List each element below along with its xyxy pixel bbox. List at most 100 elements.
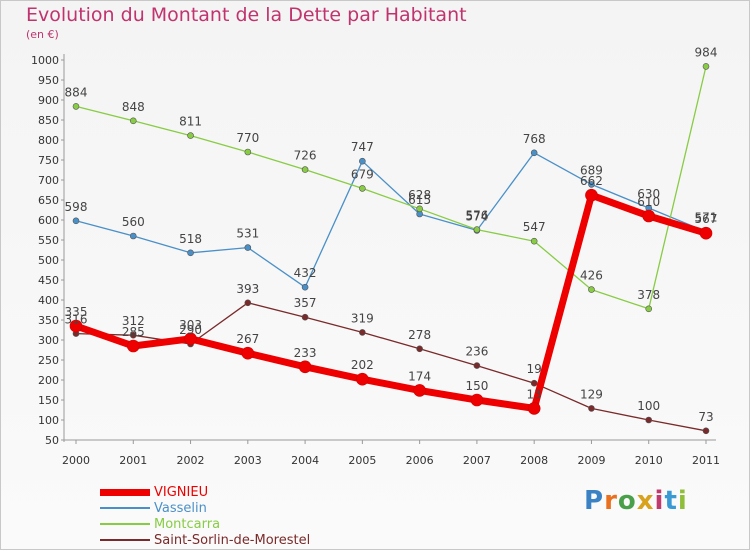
data-point xyxy=(530,379,538,387)
data-label: 357 xyxy=(294,296,317,310)
data-label: 129 xyxy=(580,387,603,401)
data-label: 747 xyxy=(351,140,374,154)
data-point xyxy=(184,332,197,346)
data-point xyxy=(359,157,366,165)
x-tick-label: 2010 xyxy=(635,454,663,467)
data-label: 689 xyxy=(580,163,603,177)
legend-item: Vasselin xyxy=(100,500,310,516)
data-point xyxy=(241,346,255,360)
legend-item: VIGNIEU xyxy=(100,484,310,500)
series-line-Saint-Sorlin-de-Morestel xyxy=(75,302,707,432)
data-point xyxy=(588,286,595,293)
data-point xyxy=(642,209,656,223)
data-label: 426 xyxy=(580,269,603,283)
brand-letter: i xyxy=(654,486,665,516)
x-tick-label: 2008 xyxy=(520,454,548,467)
series-line-Vasselin xyxy=(75,152,707,288)
data-point xyxy=(645,416,653,424)
data-label: 100 xyxy=(637,399,660,413)
brand-letter: P xyxy=(584,486,605,516)
data-label: 574 xyxy=(465,209,488,223)
data-label: 378 xyxy=(637,288,660,302)
data-point xyxy=(473,362,481,369)
data-label: 560 xyxy=(122,215,145,229)
legend-item: Montcarra xyxy=(100,516,310,532)
x-tick-label: 2000 xyxy=(62,454,90,467)
data-point xyxy=(187,249,194,257)
x-tick-label: 2009 xyxy=(577,454,605,467)
data-point xyxy=(527,402,541,415)
y-tick-label: 850 xyxy=(38,114,59,127)
data-point xyxy=(244,148,252,156)
brand-letter: i xyxy=(677,486,688,516)
series-line-Montcarra xyxy=(75,66,707,310)
data-point xyxy=(301,283,309,291)
data-label: 303 xyxy=(179,318,202,332)
brand-letter: x xyxy=(636,486,655,516)
data-label: 984 xyxy=(695,45,718,59)
data-label: 432 xyxy=(294,266,317,280)
data-label: 518 xyxy=(179,232,202,246)
data-point xyxy=(129,331,137,339)
data-point xyxy=(702,63,710,70)
data-label: 233 xyxy=(294,346,317,360)
series-line-VIGNIEU xyxy=(74,191,708,412)
data-label: 312 xyxy=(122,314,145,328)
data-label: 13 xyxy=(527,387,542,401)
data-point xyxy=(72,217,80,225)
y-tick-label: 1000 xyxy=(31,54,59,67)
x-tick-label: 2011 xyxy=(692,454,720,467)
y-tick-label: 800 xyxy=(38,134,59,147)
data-label: 547 xyxy=(523,220,546,234)
data-label: 811 xyxy=(179,115,202,129)
data-label: 319 xyxy=(351,311,374,325)
legend: VIGNIEU Vasselin Montcarra Saint-Sorlin-de-… xyxy=(100,484,310,548)
data-point xyxy=(585,188,598,202)
data-point xyxy=(129,117,137,125)
unit-label: (en €) xyxy=(26,28,59,41)
data-point xyxy=(588,181,595,188)
data-point xyxy=(126,339,140,353)
y-tick-label: 600 xyxy=(38,214,59,227)
data-label: 236 xyxy=(465,345,488,359)
data-point xyxy=(413,384,426,397)
y-tick-label: 100 xyxy=(38,414,59,427)
legend-label: Saint-Sorlin-de-Morestel xyxy=(154,532,311,548)
data-point xyxy=(416,345,423,353)
data-point xyxy=(416,205,423,213)
data-label: 726 xyxy=(294,149,317,163)
data-point xyxy=(244,244,252,251)
y-tick-label: 400 xyxy=(38,294,59,307)
legend-item: Saint-Sorlin-de-Morestel xyxy=(100,532,310,548)
data-label: 598 xyxy=(65,200,88,214)
data-label: 393 xyxy=(236,282,259,296)
x-tick-label: 2006 xyxy=(406,454,434,467)
data-label: 278 xyxy=(408,328,431,342)
data-label: 285 xyxy=(122,325,145,339)
x-tick-label: 2003 xyxy=(234,454,262,467)
data-label: 335 xyxy=(65,305,88,319)
data-label: 19 xyxy=(527,362,542,376)
y-tick-label: 350 xyxy=(38,314,59,327)
data-point xyxy=(530,237,538,245)
data-label: 73 xyxy=(698,410,713,424)
data-point xyxy=(298,360,312,374)
x-tick-label: 2002 xyxy=(177,454,205,467)
legend-label: VIGNIEU xyxy=(154,484,209,500)
y-tick-label: 500 xyxy=(38,254,59,267)
y-tick-label: 550 xyxy=(38,234,59,247)
data-label: 884 xyxy=(65,85,88,99)
data-point xyxy=(129,232,137,240)
data-label: 531 xyxy=(236,227,259,241)
data-point xyxy=(244,299,252,307)
y-tick-label: 650 xyxy=(38,194,59,207)
data-point xyxy=(473,226,481,233)
chart-title: Evolution du Montant de la Dette par Hab… xyxy=(26,4,467,26)
y-tick-label: 450 xyxy=(38,274,59,287)
data-label: 770 xyxy=(236,131,259,145)
brand-logo: Proxiti xyxy=(584,486,688,516)
x-tick-label: 2007 xyxy=(463,454,491,467)
y-tick-label: 150 xyxy=(38,394,59,407)
